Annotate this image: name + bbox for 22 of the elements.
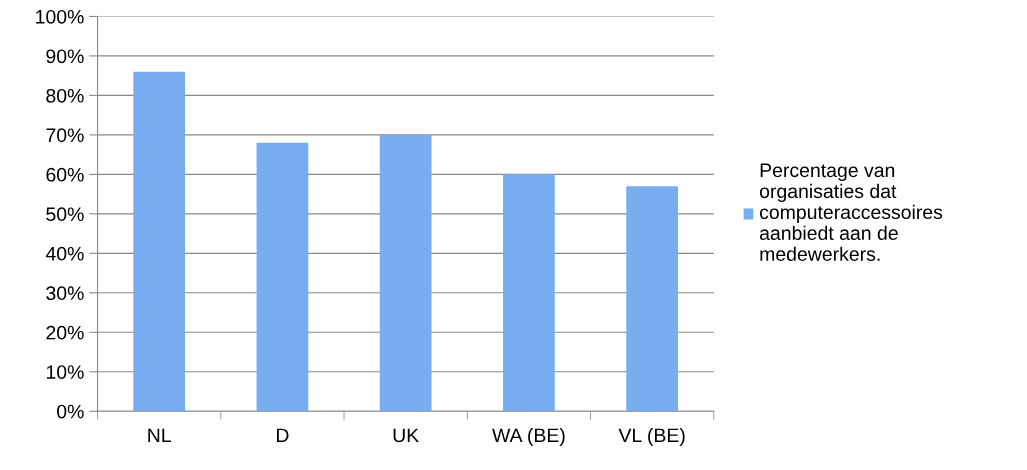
y-tick-label: 0% — [57, 404, 84, 419]
bar — [626, 186, 679, 412]
y-tick-label: 60% — [46, 167, 84, 182]
bar — [133, 71, 186, 412]
y-tick-label: 100% — [36, 9, 84, 24]
y-tick-label: 70% — [46, 128, 84, 143]
y-tick-label: 90% — [46, 49, 84, 64]
bar — [256, 142, 309, 412]
y-tick-label: 40% — [45, 246, 84, 261]
y-tick-label: 30% — [46, 286, 84, 301]
bar — [503, 174, 555, 412]
x-tick-label: D — [277, 428, 289, 443]
bar — [379, 134, 432, 412]
y-tick-label: 10% — [46, 365, 84, 380]
x-tick-label: UK — [393, 428, 419, 443]
y-tick-label: 80% — [46, 88, 84, 103]
x-tick-label: WA (BE) — [492, 427, 565, 447]
legend-label: Percentage van organisaties dat computeraccessoires aanbiedt aan de medewerkers. — [759, 163, 943, 261]
y-tick-label: 50% — [46, 207, 84, 222]
x-tick-label: NL — [148, 428, 171, 443]
y-tick-label: 20% — [46, 325, 84, 340]
x-tick-label: VL (BE) — [618, 427, 685, 447]
